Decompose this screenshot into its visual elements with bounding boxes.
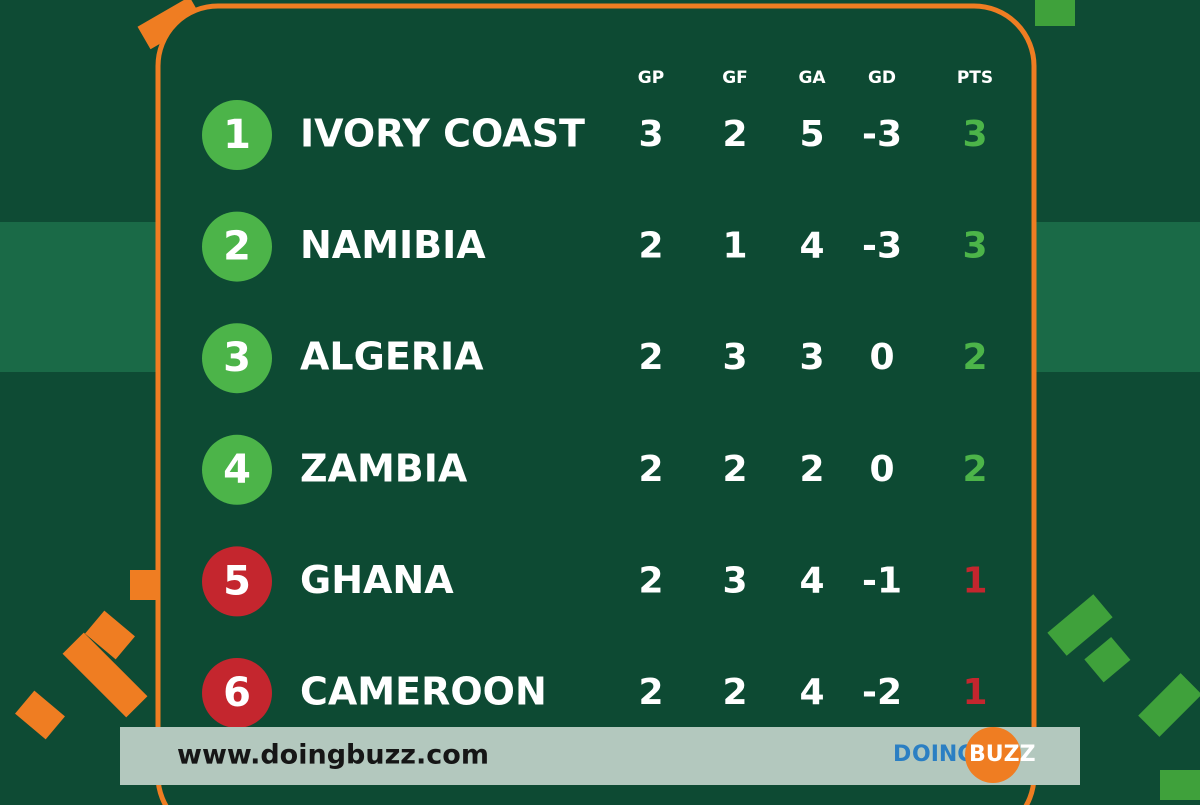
stat: 1 xyxy=(722,226,747,267)
stat: 2 xyxy=(638,449,663,490)
rank: 3 xyxy=(223,335,251,381)
team-name: ZAMBIA xyxy=(300,446,468,490)
stat: 2 xyxy=(799,449,824,490)
stat: 2 xyxy=(722,672,747,713)
rank: 1 xyxy=(223,112,251,158)
rank: 4 xyxy=(223,447,251,493)
column-header: GA xyxy=(798,68,826,88)
rank-badge xyxy=(202,100,272,170)
team-name: CAMEROON xyxy=(300,670,547,714)
stat: -3 xyxy=(862,114,902,155)
decoration xyxy=(15,0,1200,800)
stat: 4 xyxy=(799,672,824,713)
stat: 2 xyxy=(638,337,663,378)
logo-circle xyxy=(965,727,1021,783)
rank-badge xyxy=(202,323,272,394)
stat: 0 xyxy=(869,337,894,378)
table-panel xyxy=(155,3,1037,805)
rank: 5 xyxy=(223,558,251,604)
stat: -2 xyxy=(862,672,902,713)
points: 2 xyxy=(962,337,987,378)
rank-badge xyxy=(202,211,272,282)
points: 1 xyxy=(962,560,987,601)
stat: 2 xyxy=(638,560,663,601)
stat: 3 xyxy=(722,560,747,601)
column-header: GP xyxy=(638,68,664,88)
column-header: PTS xyxy=(957,68,993,88)
logo-text: OING xyxy=(912,742,975,767)
stat: -3 xyxy=(862,226,902,267)
points: 2 xyxy=(962,449,987,490)
stat: 3 xyxy=(638,114,663,155)
logo-text: BUZZ xyxy=(969,742,1036,767)
stat: 5 xyxy=(799,114,824,155)
stat: 3 xyxy=(722,337,747,378)
stat: -1 xyxy=(862,560,902,601)
column-header: GF xyxy=(722,68,748,88)
stat: 2 xyxy=(638,672,663,713)
column-header: GD xyxy=(868,68,896,88)
rank: 6 xyxy=(223,670,251,716)
rank-badge xyxy=(202,546,272,617)
rank-badge xyxy=(202,434,272,505)
team-name: ALGERIA xyxy=(300,335,484,379)
logo-mark: D xyxy=(893,742,911,767)
points: 3 xyxy=(962,226,987,267)
logo: D OING BUZZ xyxy=(893,727,1036,783)
stat: 2 xyxy=(638,226,663,267)
stat: 4 xyxy=(799,560,824,601)
footer-bar xyxy=(120,727,1080,785)
team-name: NAMIBIA xyxy=(300,223,486,267)
stat: 4 xyxy=(799,226,824,267)
stat: 2 xyxy=(722,449,747,490)
points: 3 xyxy=(962,114,987,155)
rank-badge xyxy=(202,658,272,728)
footer-url: www.doingbuzz.com xyxy=(177,740,489,771)
rank: 2 xyxy=(223,224,251,270)
stat: 2 xyxy=(722,114,747,155)
team-name: GHANA xyxy=(300,558,454,602)
stat: 0 xyxy=(869,449,894,490)
points: 1 xyxy=(962,672,987,713)
team-name: IVORY COAST xyxy=(300,112,585,156)
stat: 3 xyxy=(799,337,824,378)
